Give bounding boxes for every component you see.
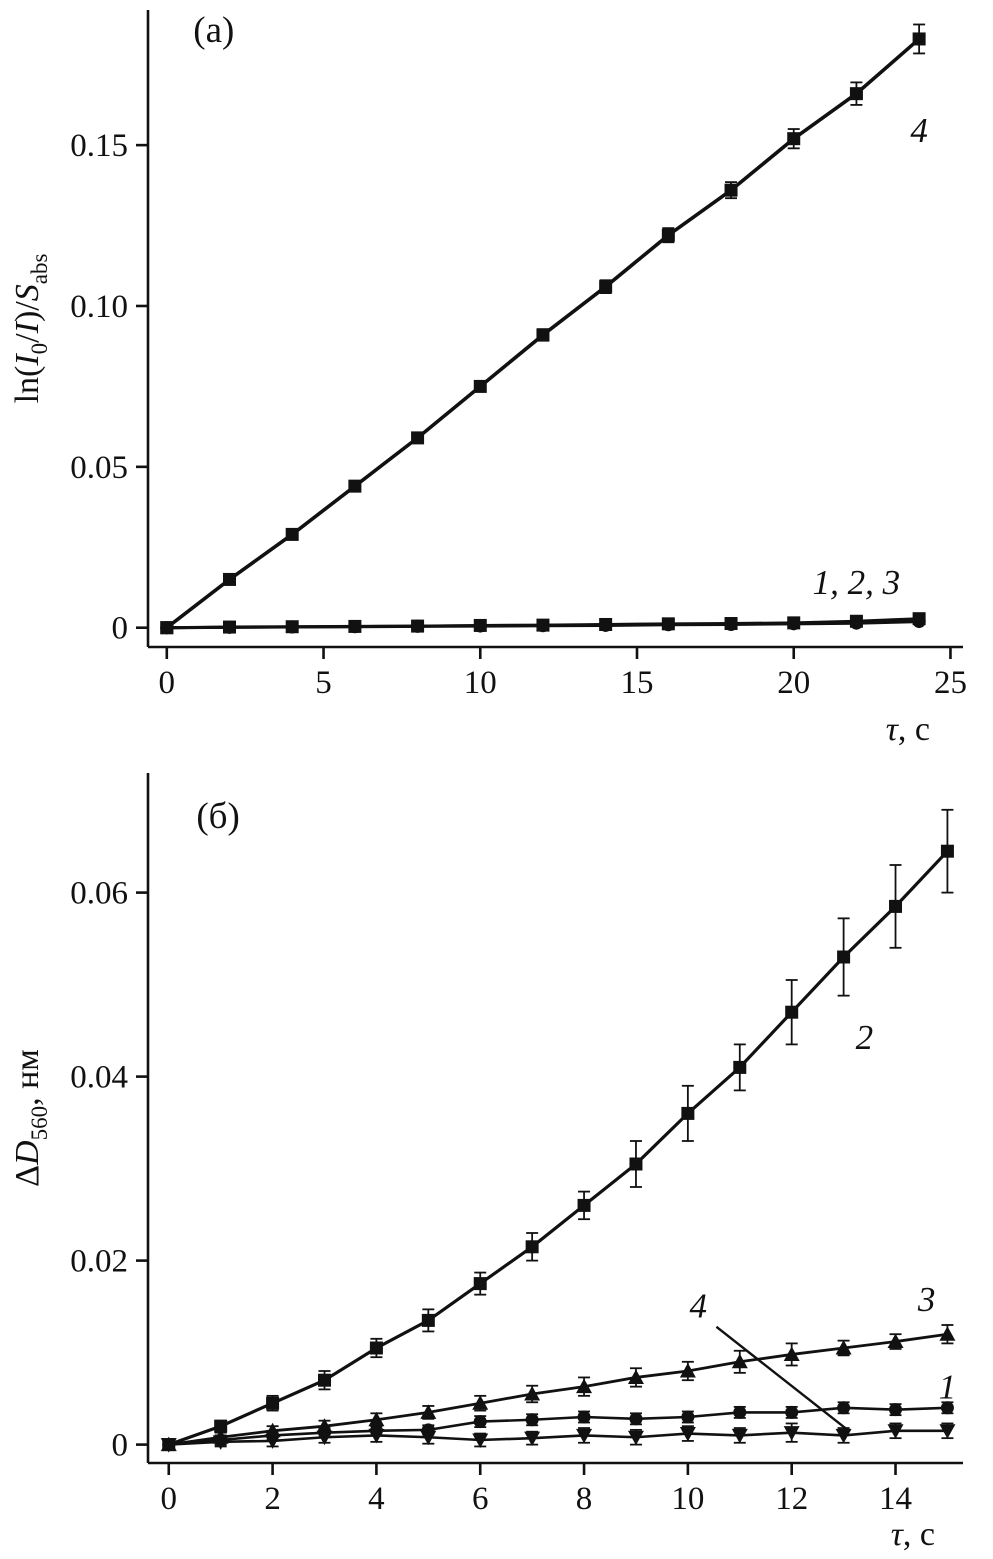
x-tick-label: 4 [368,1481,385,1517]
y-axis-label: ΔD560, нм [9,1049,52,1187]
x-tick-label: 20 [777,665,810,701]
y-tick-label: 0.04 [70,1060,128,1096]
x-axis-label: τ, с [891,1516,935,1553]
y-tick-label: 0.10 [70,289,128,325]
series-line-4 [168,1429,948,1446]
leader-line [715,1325,850,1432]
annotation-4: 4 [690,1287,708,1326]
tick-labels: 0 2 4 6 8 10 12 14 0 0.02 0.04 0.06 [70,876,912,1517]
tick-labels: 0 5 10 15 20 25 0 0.05 0.10 0.15 [70,128,967,701]
series-line-2 [168,850,949,1447]
y-tick-label: 0.02 [70,1244,128,1280]
x-tick-label: 10 [464,665,497,701]
series-3 [160,613,926,635]
series-1 [162,1401,954,1452]
annotation-3: 1 [939,1368,957,1407]
x-tick-label: 25 [934,665,967,701]
x-tick-label: 12 [775,1481,808,1517]
x-tick-label: 6 [472,1481,489,1517]
y-tick-label: 0.15 [70,128,128,164]
axes [136,10,963,659]
x-tick-label: 0 [161,1481,178,1517]
series-line-1 [168,1406,948,1446]
series-3 [160,1324,956,1452]
axes [136,773,963,1475]
series-4 [160,23,926,635]
annotation-0: (б) [196,796,239,837]
y-tick-label: 0.06 [70,876,128,912]
annotation-1: 2 [856,1018,874,1057]
x-tick-label: 0 [159,665,176,701]
panel-a-chart: 0 5 10 15 20 25 0 0.05 0.10 0.15 (а) 4 1, 2, 3 ln(I0/… [9,10,967,748]
annotation-0: (а) [193,10,234,51]
y-tick-label: 0.05 [70,450,128,486]
annotation-2: 1, 2, 3 [813,563,901,602]
y-axis-label: ln(I0/I)/Sabs [9,254,52,404]
x-tick-label: 15 [621,665,654,701]
series-line-3 [168,1332,948,1446]
series-4 [160,1422,956,1453]
x-tick-label: 2 [264,1481,281,1517]
x-tick-label: 14 [879,1481,912,1517]
x-tick-label: 5 [315,665,332,701]
y-tick-label: 0 [112,611,129,647]
x-tick-label: 8 [576,1481,593,1517]
annotation-1: 4 [910,111,928,150]
annotation-2: 3 [917,1280,936,1319]
x-axis-label: τ, с [886,711,930,748]
series-2 [162,808,954,1452]
x-tick-label: 10 [671,1481,704,1517]
y-tick-label: 0 [112,1428,129,1464]
